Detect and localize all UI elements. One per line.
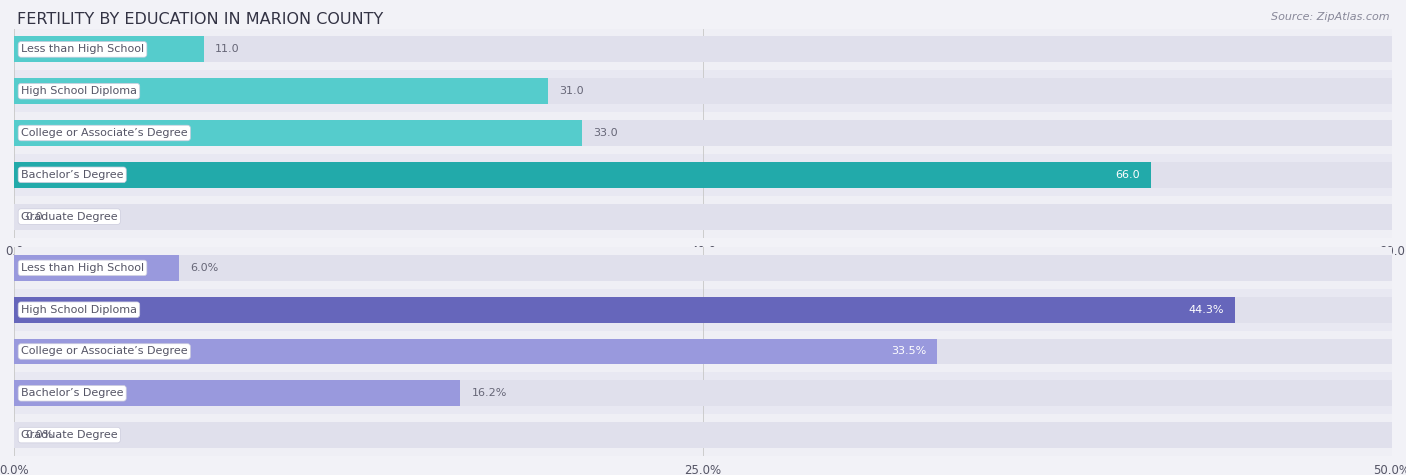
Text: 44.3%: 44.3% — [1188, 304, 1223, 315]
Bar — [14, 162, 1392, 188]
Bar — [14, 37, 204, 62]
Bar — [14, 204, 1392, 229]
Text: Bachelor’s Degree: Bachelor’s Degree — [21, 170, 124, 180]
Bar — [14, 331, 1392, 372]
Text: Source: ZipAtlas.com: Source: ZipAtlas.com — [1271, 12, 1389, 22]
Bar — [14, 372, 1392, 414]
Text: 0.0%: 0.0% — [25, 430, 53, 440]
Text: Graduate Degree: Graduate Degree — [21, 211, 118, 222]
Bar — [14, 414, 1392, 456]
Text: Less than High School: Less than High School — [21, 44, 143, 55]
Text: Less than High School: Less than High School — [21, 263, 143, 273]
Bar — [14, 120, 582, 146]
Text: College or Associate’s Degree: College or Associate’s Degree — [21, 346, 187, 357]
Bar — [14, 380, 461, 406]
Bar — [14, 162, 1152, 188]
Bar — [14, 28, 1392, 70]
Bar — [14, 78, 1392, 104]
Bar — [14, 78, 548, 104]
Bar — [14, 112, 1392, 154]
Bar — [14, 196, 1392, 238]
Text: 16.2%: 16.2% — [471, 388, 508, 399]
Bar — [14, 255, 180, 281]
Text: College or Associate’s Degree: College or Associate’s Degree — [21, 128, 187, 138]
Text: High School Diploma: High School Diploma — [21, 86, 136, 96]
Bar — [14, 120, 1392, 146]
Text: 66.0: 66.0 — [1115, 170, 1140, 180]
Text: Graduate Degree: Graduate Degree — [21, 430, 118, 440]
Bar — [14, 380, 1392, 406]
Bar — [14, 297, 1392, 323]
Text: 33.0: 33.0 — [593, 128, 619, 138]
Bar — [14, 247, 1392, 289]
Bar — [14, 37, 1392, 62]
Bar — [14, 339, 1392, 364]
Text: 0.0: 0.0 — [25, 211, 42, 222]
Bar — [14, 255, 1392, 281]
Bar — [14, 154, 1392, 196]
Bar — [14, 297, 1234, 323]
Text: 33.5%: 33.5% — [891, 346, 927, 357]
Text: FERTILITY BY EDUCATION IN MARION COUNTY: FERTILITY BY EDUCATION IN MARION COUNTY — [17, 12, 382, 27]
Text: Bachelor’s Degree: Bachelor’s Degree — [21, 388, 124, 399]
Bar — [14, 422, 1392, 448]
Text: High School Diploma: High School Diploma — [21, 304, 136, 315]
Text: 31.0: 31.0 — [560, 86, 583, 96]
Bar — [14, 289, 1392, 331]
Bar — [14, 339, 938, 364]
Bar — [14, 70, 1392, 112]
Text: 6.0%: 6.0% — [190, 263, 219, 273]
Text: 11.0: 11.0 — [215, 44, 239, 55]
